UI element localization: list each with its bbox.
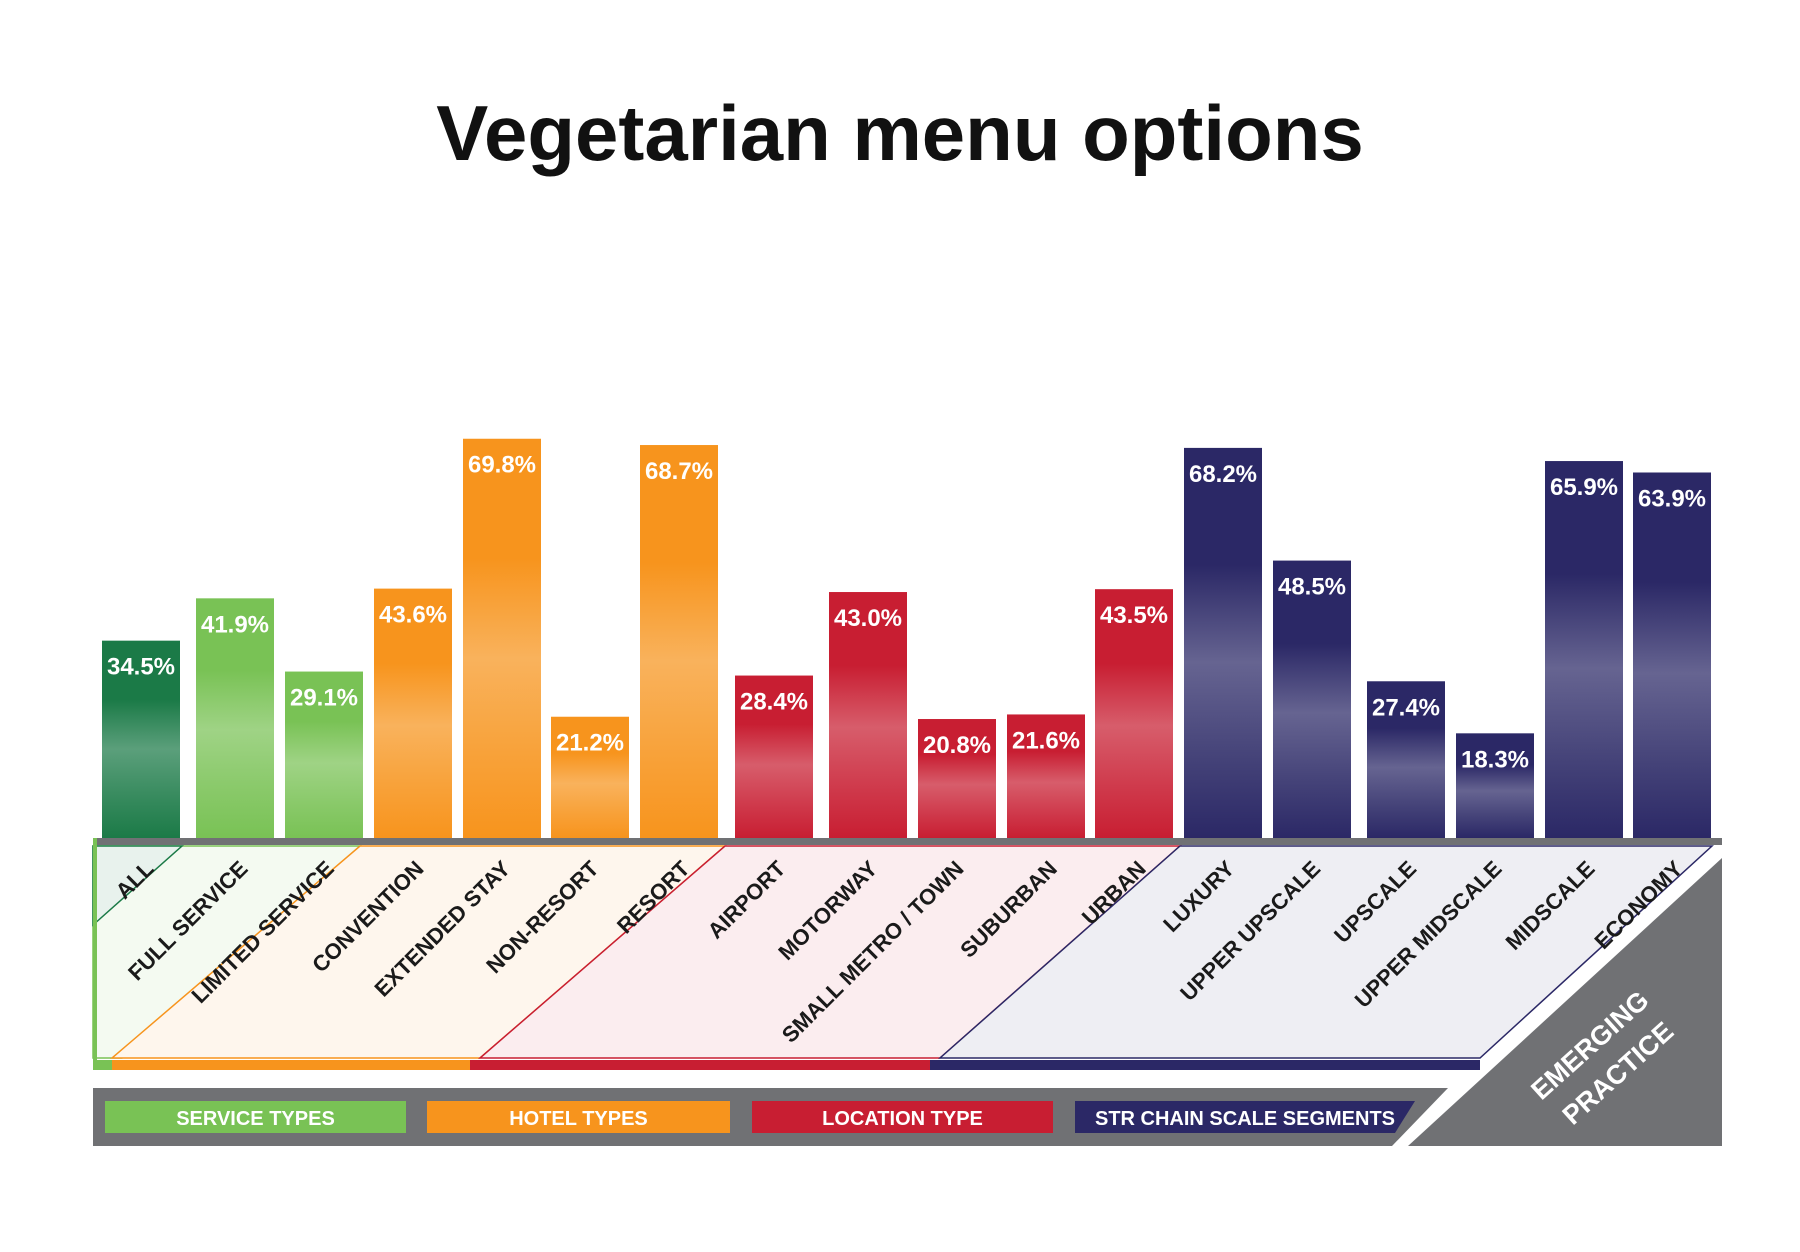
- legend-label: STR CHAIN SCALE SEGMENTS: [1095, 1108, 1395, 1130]
- bar-4: [463, 438, 541, 838]
- value-label: 48.5%: [1278, 574, 1346, 601]
- bar-17: [1633, 472, 1711, 838]
- value-label: 21.2%: [556, 730, 624, 757]
- bar-15: [1456, 733, 1534, 838]
- legend-swatch-hotel: [427, 1101, 730, 1133]
- value-label: 41.9%: [201, 611, 269, 638]
- bar-10: [1007, 714, 1085, 838]
- bar-7: [735, 675, 813, 838]
- value-label: 28.4%: [740, 689, 808, 716]
- baseline: [93, 838, 1722, 1070]
- bar-1: [196, 598, 274, 838]
- band-strip-str: [930, 1060, 1480, 1070]
- value-label: 68.2%: [1189, 461, 1257, 488]
- bar-13: [1273, 560, 1351, 838]
- bar-16: [1545, 461, 1623, 838]
- value-label: 43.0%: [834, 605, 902, 632]
- chart-title: Vegetarian menu options: [436, 89, 1364, 177]
- bar-9: [918, 719, 996, 838]
- legend-label: LOCATION TYPE: [822, 1108, 983, 1130]
- legend-swatch-str: [1075, 1101, 1415, 1133]
- bar-6: [640, 445, 718, 838]
- value-label: 21.6%: [1012, 727, 1080, 754]
- value-label: 27.4%: [1372, 694, 1440, 721]
- bar-2: [285, 671, 363, 838]
- value-label: 20.8%: [923, 732, 991, 759]
- bar-12: [1184, 447, 1262, 838]
- value-label: 43.5%: [1100, 602, 1168, 629]
- bar-3: [374, 588, 452, 838]
- bar-14: [1367, 681, 1445, 838]
- legend-label: SERVICE TYPES: [176, 1108, 335, 1130]
- legend-swatch-service: [105, 1101, 406, 1133]
- axis-line: [93, 838, 1722, 845]
- bar-11: [1095, 589, 1173, 838]
- axis-left-edge: [93, 838, 97, 1070]
- value-label: 63.9%: [1638, 485, 1706, 512]
- value-label: 18.3%: [1461, 746, 1529, 773]
- band-strip-location: [470, 1060, 940, 1070]
- band-strip-hotel: [112, 1060, 480, 1070]
- legend: SERVICE TYPES HOTEL TYPES LOCATION TYPE STR…: [93, 1088, 1448, 1146]
- band-str: [938, 845, 1714, 1059]
- value-label: 43.6%: [379, 602, 447, 629]
- band-strip-service: [93, 1060, 122, 1070]
- value-label: 29.1%: [290, 685, 358, 712]
- legend-swatch-location: [752, 1101, 1053, 1133]
- category-bands: [92, 845, 1714, 1070]
- value-label: 69.8%: [468, 452, 536, 479]
- legend-label: HOTEL TYPES: [509, 1108, 648, 1130]
- value-label: 68.7%: [645, 458, 713, 485]
- bar-5: [551, 716, 629, 838]
- value-label: 34.5%: [107, 654, 175, 681]
- emerging-panel: [1408, 858, 1722, 1146]
- bars: 34.5% 41.9% 29.1% 43.6% 69.8% 21.2% 68.7% 28.4%…: [102, 438, 1711, 838]
- bar-8: [829, 592, 907, 838]
- value-label: 65.9%: [1550, 474, 1618, 501]
- bar-0: [102, 640, 180, 838]
